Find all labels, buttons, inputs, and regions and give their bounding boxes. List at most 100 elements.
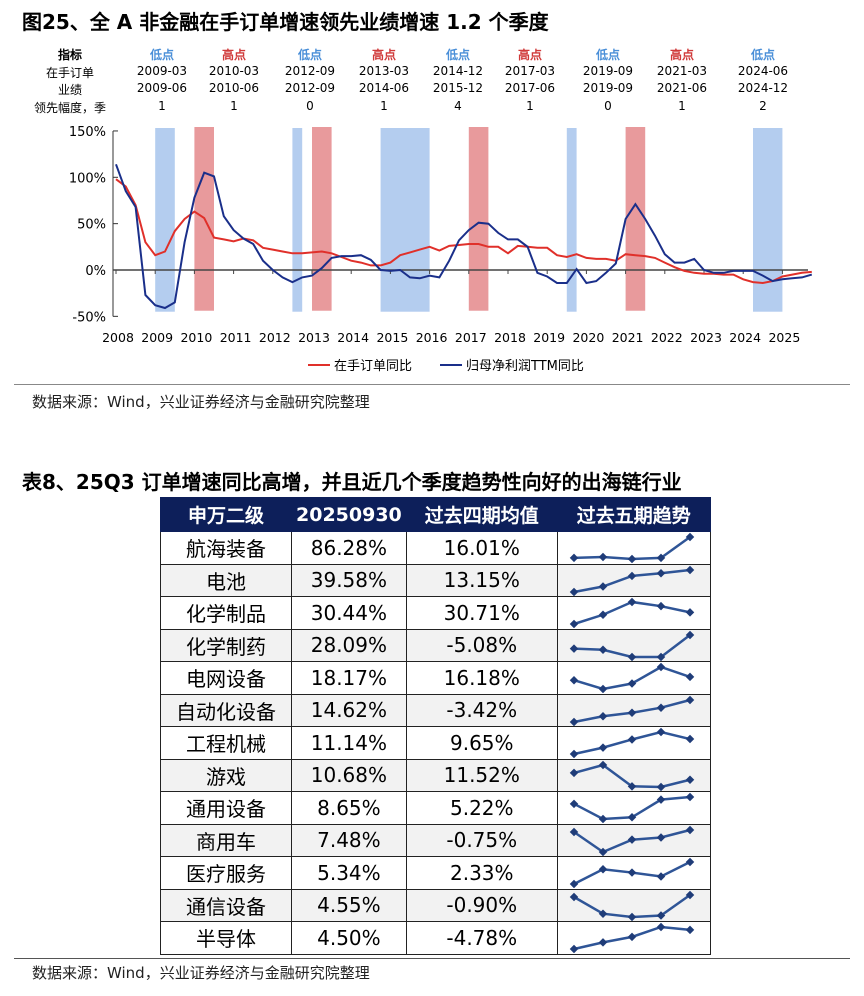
cell-name: 电网设备	[160, 661, 292, 695]
sparkline-marker	[627, 835, 637, 844]
x-tick-label: 2008	[102, 330, 134, 345]
cell-avg: -4.78%	[405, 921, 558, 955]
period-lead: 1	[526, 99, 534, 113]
x-tick-label: 2015	[376, 330, 408, 345]
sparkline	[569, 598, 695, 629]
period-earnings: 2021-06	[656, 81, 708, 95]
cell-name: 商用车	[160, 823, 292, 857]
cell-name: 通信设备	[160, 888, 292, 922]
sparkline	[569, 793, 695, 824]
cell-trend	[556, 888, 711, 922]
period-lead: 1	[158, 99, 166, 113]
table-source: 数据来源：Wind，兴业证券经济与金融研究院整理	[32, 964, 370, 982]
x-tick-label: 2020	[572, 330, 604, 345]
sparkline-marker	[569, 799, 579, 809]
sparkline-marker	[569, 620, 579, 629]
period-order: 2009-03	[136, 64, 188, 78]
header-current: 20250930	[291, 497, 407, 532]
header-row-label: 指标	[57, 48, 82, 62]
sparkline-marker	[656, 782, 666, 791]
sparkline-marker	[685, 695, 695, 704]
figure-title: 图25、全 A 非金融在手订单增速领先业绩增速 1.2 个季度	[22, 10, 549, 34]
sparkline	[569, 630, 695, 661]
legend-label: 在手订单同比	[334, 359, 412, 374]
header-industry: 申万二级	[160, 497, 292, 532]
cell-avg: 16.18%	[405, 661, 558, 695]
y-tick-label: 150%	[69, 125, 106, 140]
divider	[14, 384, 850, 385]
sparkline-marker	[627, 708, 637, 717]
cell-name: 游戏	[160, 758, 292, 792]
period-earnings: 2024-12	[737, 81, 789, 95]
cell-avg: -0.90%	[405, 888, 558, 922]
sparkline-marker	[569, 880, 579, 889]
sparkline-marker	[685, 775, 695, 784]
x-tick-label: 2023	[690, 330, 722, 345]
period-type: 低点	[595, 48, 620, 62]
sparkline-marker	[685, 565, 695, 574]
highlight-band	[625, 127, 646, 311]
cell-trend	[556, 693, 711, 727]
highlight-band	[468, 127, 489, 311]
y-tick-label: 50%	[77, 218, 106, 233]
sparkline-marker	[627, 932, 637, 942]
table-row: 化学制药 28.09% -5.08%	[160, 628, 711, 662]
x-tick-label: 2012	[259, 330, 291, 345]
period-order: 2013-03	[358, 64, 410, 78]
cell-name: 自动化设备	[160, 693, 292, 727]
highlight-band	[312, 127, 332, 311]
cell-current: 86.28%	[291, 531, 407, 565]
cell-name: 化学制品	[160, 596, 292, 630]
period-lead: 2	[759, 99, 767, 113]
sparkline-marker	[598, 645, 608, 654]
table-row: 电池 39.58% 13.15%	[160, 563, 711, 597]
x-tick-label: 2019	[533, 330, 565, 345]
x-tick-label: 2018	[494, 330, 526, 345]
table-row: 游戏 10.68% 11.52%	[160, 758, 711, 792]
cell-avg: 5.22%	[405, 791, 558, 825]
sparkline-marker	[569, 587, 579, 596]
sparkline-marker	[627, 912, 637, 921]
period-order: 2024-06	[737, 64, 789, 78]
sparkline-marker	[656, 602, 666, 611]
sparkline-marker	[627, 598, 637, 607]
period-order: 2010-03	[208, 64, 260, 78]
cell-current: 11.14%	[291, 726, 407, 760]
cell-trend	[556, 726, 711, 760]
period-order: 2014-12	[432, 64, 484, 78]
sparkline-marker	[598, 582, 608, 591]
sparkline	[569, 728, 695, 759]
cell-avg: 13.15%	[405, 563, 558, 597]
x-tick-label: 2022	[651, 330, 683, 345]
period-lead: 0	[306, 99, 314, 113]
period-type: 低点	[297, 48, 322, 62]
cell-current: 18.17%	[291, 661, 407, 695]
period-order: 2017-03	[504, 64, 556, 78]
sparkline-marker	[685, 735, 695, 744]
period-lead: 1	[678, 99, 686, 113]
cell-current: 8.65%	[291, 791, 407, 825]
sparkline-marker	[598, 865, 608, 874]
cell-avg: 2.33%	[405, 856, 558, 890]
cell-avg: 9.65%	[405, 726, 558, 760]
table-row: 通用设备 8.65% 5.22%	[160, 791, 711, 825]
sparkline-marker	[569, 717, 579, 726]
line-chart: 150% 100% 50% 0% -50% 2008 2009 2010 2011 2012 201…	[69, 125, 813, 374]
cell-trend	[556, 921, 711, 955]
cell-trend	[556, 823, 711, 857]
period-order: 2019-09	[582, 64, 634, 78]
x-tick-label: 2014	[337, 330, 369, 345]
sparkline-marker	[627, 735, 637, 744]
sparkline-marker	[685, 793, 695, 802]
x-tick-label: 2024	[729, 330, 761, 345]
sparkline	[569, 663, 695, 694]
table-row: 通信设备 4.55% -0.90%	[160, 888, 711, 922]
table-row: 自动化设备 14.62% -3.42%	[160, 693, 711, 727]
sparkline-marker	[569, 750, 579, 759]
period-lead: 0	[604, 99, 612, 113]
cell-name: 化学制药	[160, 628, 292, 662]
period-type: 高点	[669, 48, 694, 62]
cell-avg: -0.75%	[405, 823, 558, 857]
sparkline-marker	[656, 872, 666, 882]
